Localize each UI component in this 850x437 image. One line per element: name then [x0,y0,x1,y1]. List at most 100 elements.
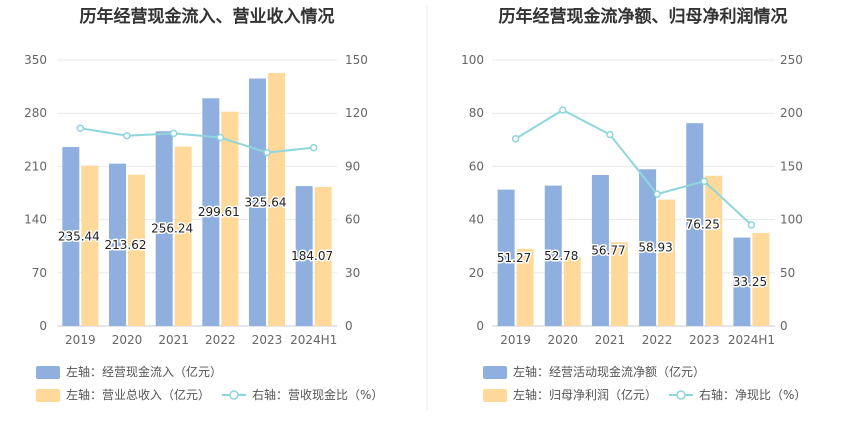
x-axis-tick-label: 2021 [158,333,189,347]
right-axis-tick-label: 0 [345,319,353,333]
bar-primary [249,78,266,326]
ratio-point [511,134,520,143]
ratio-point [263,148,271,157]
left-axis-tick-label: 80 [469,106,484,120]
ratio-point [309,143,318,152]
bar-secondary [705,175,723,326]
bar-primary [109,163,126,326]
bar-secondary [81,165,99,326]
right-axis-tick-label: 100 [780,213,803,227]
ratio-point [606,130,614,139]
legend-label: 左轴：营业总收入（亿元） [66,387,210,402]
x-axis-tick-label: 2024H1 [290,333,337,347]
right-axis-tick-label: 200 [780,106,803,120]
ratio-point [559,106,567,114]
left-axis-tick-label: 140 [24,213,47,227]
legend-label: 右轴：营收现金比（%） [252,387,383,402]
right-axis-tick-label: 30 [345,266,360,280]
x-axis-tick-label: 2020 [112,333,143,347]
left-axis-tick-label: 280 [24,106,47,120]
legend-label: 左轴：归母净利润（亿元） [513,387,657,402]
bar-secondary [752,232,770,326]
legend-swatch-bar [483,389,507,402]
bar-primary [733,237,751,326]
bar-secondary [516,248,534,326]
bar-secondary [268,72,285,326]
bar-secondary [221,111,239,327]
ratio-point [76,124,85,133]
legend-swatch-marker [676,390,686,400]
ratio-point [169,129,178,138]
ratio-point [653,190,661,198]
left-axis-tick-label: 0 [476,319,484,333]
x-axis-tick-label: 2023 [252,333,283,347]
x-axis-tick-label: 2021 [595,333,626,347]
bar-secondary [563,256,581,326]
bar-data-label: 56.77 [591,243,625,257]
bar-primary [202,98,220,326]
right-axis-tick-label: 0 [780,319,788,333]
panel-netcash-profit: 历年经营现金流净额、归母净利润情况 0 20 40 60 80 100 0 50 100 150 20… [461,6,806,402]
left-axis-tick-label: 70 [32,266,47,280]
x-axis-tick-label: 2020 [547,333,578,347]
right-axis-tick-label: 120 [345,106,368,120]
legend-swatch-bar [36,366,60,379]
left-axis-tick-label: 210 [24,159,47,173]
left-axis-tick-label: 40 [469,213,484,227]
bar-secondary [610,242,628,326]
x-axis-tick-label: 2019 [65,333,96,347]
bar-primary [639,169,657,326]
bar-data-label: 58.93 [638,241,672,255]
panel-cashflow-revenue: 历年经营现金流入、营业收入情况 0 70 140 210 280 350 0 30 60 90 120… [24,6,383,402]
bar-primary [497,189,515,326]
bar-primary [295,186,313,326]
ratio-point [747,221,756,229]
x-axis-tick-label: 2024H1 [728,333,775,347]
left-axis-tick-label: 350 [24,53,47,67]
bar-data-label: 33.25 [733,275,767,289]
left-axis-tick-label: 100 [461,53,484,67]
bar-data-label: 235.44 [58,230,100,244]
bar-primary [62,147,80,326]
legend-swatch-bar [483,366,507,379]
ratio-line [515,108,753,226]
bar-data-label: 76.25 [686,218,720,232]
legend-label: 左轴：经营现金流入（亿元） [66,364,222,379]
x-axis-tick-label: 2022 [205,333,236,347]
ratio-line [80,127,314,154]
legend-label: 左轴：经营活动现金流净额（亿元） [513,364,705,379]
right-axis-tick-label: 150 [780,159,803,173]
bar-data-label: 256.24 [151,222,193,236]
bar-secondary [128,174,145,326]
right-axis-tick-label: 90 [345,159,360,173]
left-axis-tick-label: 0 [39,319,47,333]
left-axis-tick-label: 60 [469,159,484,173]
left-axis-tick-label: 20 [469,266,484,280]
bar-data-label: 52.78 [544,249,578,263]
legend-swatch-bar [36,389,60,402]
ratio-point [700,177,708,186]
bar-secondary [658,199,676,326]
chart-title: 历年经营现金流入、营业收入情况 [80,6,335,27]
legend-swatch-marker [229,390,239,400]
x-axis-tick-label: 2022 [642,333,673,347]
bar-secondary [314,186,332,326]
bar-data-label: 325.64 [245,195,287,209]
right-axis-tick-label: 50 [780,266,795,280]
bar-data-label: 51.27 [497,251,531,265]
bar-primary [686,123,704,326]
bar-secondary [174,146,192,326]
ratio-point [123,131,131,140]
bar-primary [591,174,609,326]
x-axis-tick-label: 2019 [500,333,531,347]
bar-data-label: 184.07 [291,249,333,263]
bar-primary [544,185,562,326]
bar-data-label: 299.61 [198,205,240,219]
right-axis-tick-label: 250 [780,53,803,67]
right-axis-tick-label: 60 [345,213,360,227]
right-axis-tick-label: 150 [345,53,368,67]
ratio-point [216,133,225,142]
bar-data-label: 213.62 [105,238,147,252]
bar-primary [155,131,173,326]
